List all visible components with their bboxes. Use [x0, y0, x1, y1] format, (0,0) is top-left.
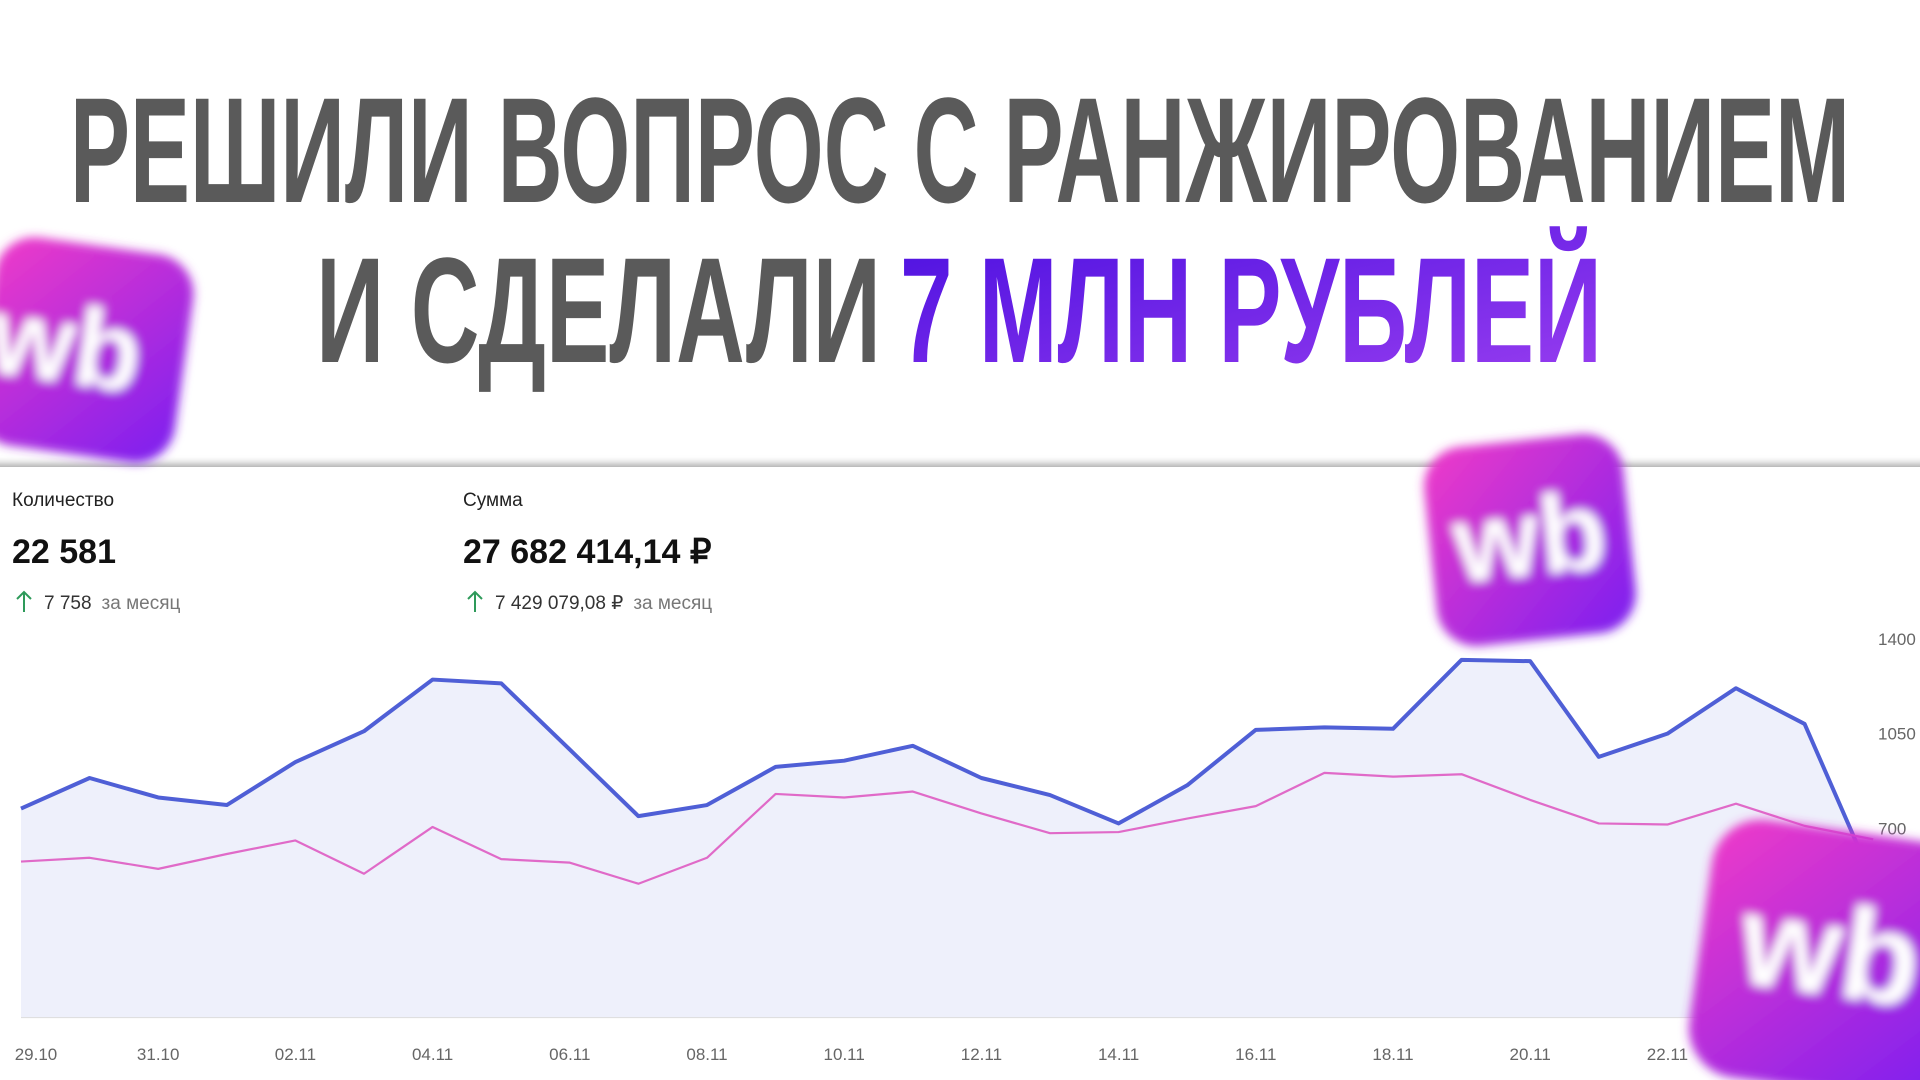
y-tick-label: 1400 [1878, 630, 1916, 649]
y-tick-label: 1050 [1878, 725, 1916, 744]
logo: wb [1424, 434, 1636, 646]
stat-value: 22 581 [12, 533, 116, 571]
chart: 700 1050 1400 29.10 31.10 02.11 04.11 06.11 08.1… [15, 630, 1916, 1064]
arrow-up [16, 590, 32, 612]
x-tick-label: 08.11 [686, 1045, 727, 1064]
stat-delta: 7 429 079,08 ₽ [495, 593, 623, 614]
logo-text: wb [0, 273, 150, 416]
x-tick-label: 18.11 [1372, 1045, 1413, 1064]
x-tick-label: 14.11 [1098, 1045, 1139, 1064]
stat-delta: 7 758 [44, 593, 92, 614]
logo-bg [1688, 819, 1920, 1080]
stat-period: за месяц [633, 593, 712, 614]
stat-period: за месяц [102, 593, 181, 614]
headline: И СДЕЛАЛИ [316, 226, 881, 394]
x-tick-label: 02.11 [275, 1045, 316, 1064]
stat-value: 27 682 414,14 ₽ [463, 533, 712, 571]
x-tick-label: 29.10 [15, 1045, 58, 1064]
stat-label: Сумма [463, 490, 523, 511]
logo-bg [1424, 434, 1636, 646]
stats: Количество 22 581 7 758 за месяц Сумма 27 682… [12, 490, 712, 614]
x-tick-label: 16.11 [1235, 1045, 1276, 1064]
arrow-up [467, 590, 483, 612]
logo: wb [0, 237, 194, 463]
x-tick-label: 22.11 [1647, 1045, 1688, 1064]
x-tick-label: 06.11 [549, 1045, 590, 1064]
logo-bg [0, 237, 194, 463]
x-tick-label: 10.11 [824, 1045, 865, 1064]
line [20, 657, 1876, 882]
logo-text: wb [1730, 865, 1920, 1035]
x-tick-label: 04.11 [412, 1045, 453, 1064]
stat-label: Количество [12, 490, 114, 511]
headline-highlight: 7 МЛН РУБЛЕЙ [900, 225, 1602, 394]
logo: wb [1688, 819, 1920, 1080]
y-tick-label: 700 [1878, 819, 1906, 838]
x-tick-label: 31.10 [137, 1045, 180, 1064]
headline: РЕШИЛИ ВОПРОС С РАНЖИРОВАНИЕМ [70, 66, 1850, 234]
area [21, 659, 1874, 1018]
x-tick-label: 12.11 [961, 1045, 1002, 1064]
line [20, 771, 1874, 885]
logo-text: wb [1446, 468, 1612, 606]
x-tick-label: 20.11 [1510, 1045, 1551, 1064]
